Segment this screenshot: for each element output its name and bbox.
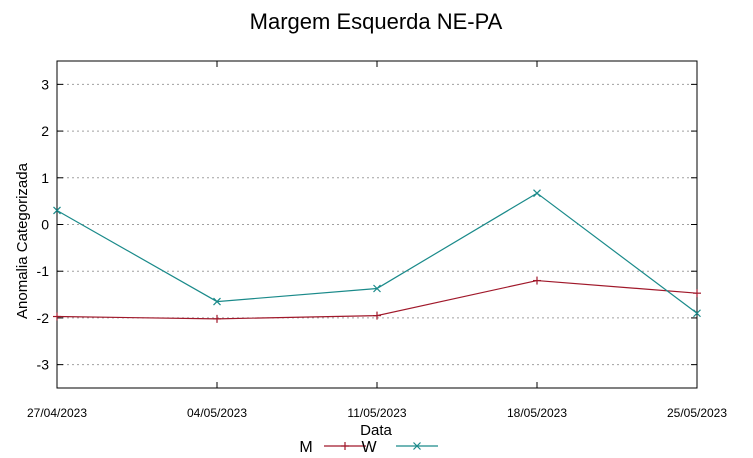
x-tick-label: 18/05/2023 xyxy=(507,406,567,420)
data-point-marker xyxy=(533,189,541,198)
series xyxy=(53,189,701,323)
x-axis-label: Data xyxy=(360,422,392,439)
y-tick-label: 1 xyxy=(41,170,49,186)
legend-label: M xyxy=(299,439,312,456)
y-tick-label: 3 xyxy=(41,76,49,92)
x-tick-label: 11/05/2023 xyxy=(347,406,406,420)
data-point-marker xyxy=(213,297,221,306)
series-M xyxy=(53,276,701,323)
data-point-marker xyxy=(341,442,349,450)
series-line xyxy=(56,192,698,314)
chart-title: Margem Esquerda NE-PA xyxy=(250,9,503,34)
data-point-marker xyxy=(693,289,701,298)
x-tick-label: 27/04/2023 xyxy=(27,406,87,420)
data-point-marker xyxy=(373,284,381,293)
data-point-marker xyxy=(533,276,541,285)
data-point-marker xyxy=(53,206,61,215)
y-tick-label: -2 xyxy=(37,310,50,326)
series-W xyxy=(53,189,701,318)
data-point-marker xyxy=(693,309,701,318)
data-point-marker xyxy=(213,314,221,323)
y-tick-label: 2 xyxy=(41,123,49,139)
x-tick-label: 25/05/2023 xyxy=(667,406,727,420)
legend-label: W xyxy=(361,439,377,456)
y-axis: 3 2 1 0 -1 -2 -3 xyxy=(37,76,697,373)
grid xyxy=(57,83,697,366)
data-point-marker xyxy=(53,312,61,321)
y-tick-label: -1 xyxy=(37,263,50,279)
y-axis-label: Anomalia Categorizada xyxy=(14,162,31,319)
x-axis: 27/04/2023 04/05/2023 11/05/2023 18/05/2023… xyxy=(27,61,727,420)
y-tick-label: 0 xyxy=(41,217,49,233)
x-tick-label: 04/05/2023 xyxy=(187,406,247,420)
data-point-marker xyxy=(373,311,381,320)
y-tick-label: -3 xyxy=(37,357,50,373)
legend-entry-M: M xyxy=(299,439,366,456)
legend-entry-W: W xyxy=(361,439,438,456)
data-point-marker xyxy=(413,442,421,450)
